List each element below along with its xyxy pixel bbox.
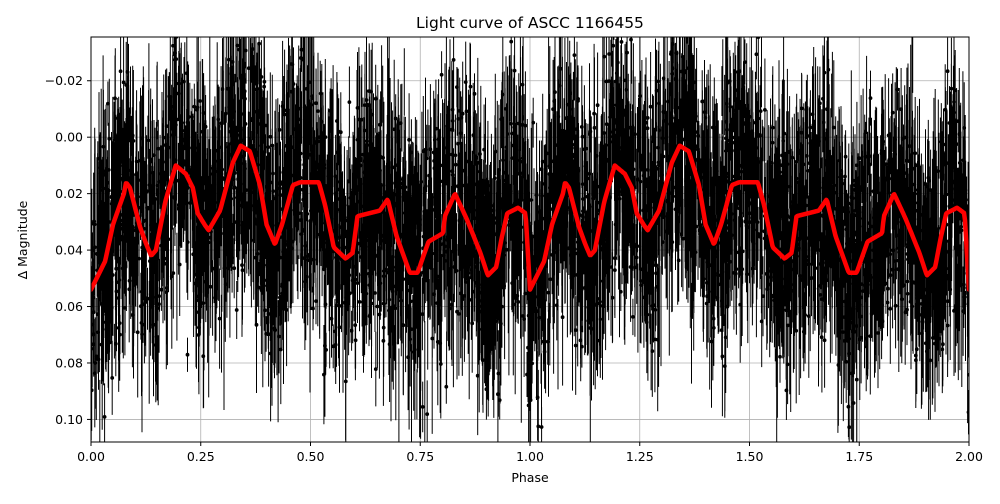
x-tick-label: 2.00 bbox=[955, 449, 983, 464]
x-axis-label: Phase bbox=[511, 470, 549, 485]
x-tick-label: 1.75 bbox=[845, 449, 873, 464]
x-tick-label: 0.00 bbox=[77, 449, 105, 464]
chart-title: Light curve of ASCC 1166455 bbox=[416, 14, 644, 32]
y-tick-label: 0.08 bbox=[55, 355, 83, 370]
y-tick-label: −0.02 bbox=[45, 73, 83, 88]
x-tick-label: 0.75 bbox=[406, 449, 434, 464]
x-axis-ticks: 0.00 0.25 0.50 0.75 1.00 1.25 1.50 1.75 2.00 bbox=[77, 442, 983, 464]
x-tick-label: 0.25 bbox=[187, 449, 215, 464]
y-tick-label: 0.04 bbox=[55, 243, 83, 258]
x-tick-label: 0.50 bbox=[297, 449, 325, 464]
y-axis-label: Δ Magnitude bbox=[15, 200, 30, 279]
y-tick-label: 0.02 bbox=[55, 186, 83, 201]
x-tick-label: 1.25 bbox=[626, 449, 654, 464]
y-tick-label: 0.00 bbox=[55, 130, 83, 145]
y-tick-label: 0.10 bbox=[55, 412, 83, 427]
x-tick-label: 1.50 bbox=[736, 449, 764, 464]
model-curve bbox=[91, 143, 969, 292]
x-tick-label: 1.00 bbox=[516, 449, 544, 464]
y-axis-ticks: −0.02 0.00 0.02 0.04 0.06 0.08 0.10 bbox=[45, 73, 91, 427]
y-tick-label: 0.06 bbox=[55, 299, 83, 314]
observation-points bbox=[91, 37, 969, 442]
